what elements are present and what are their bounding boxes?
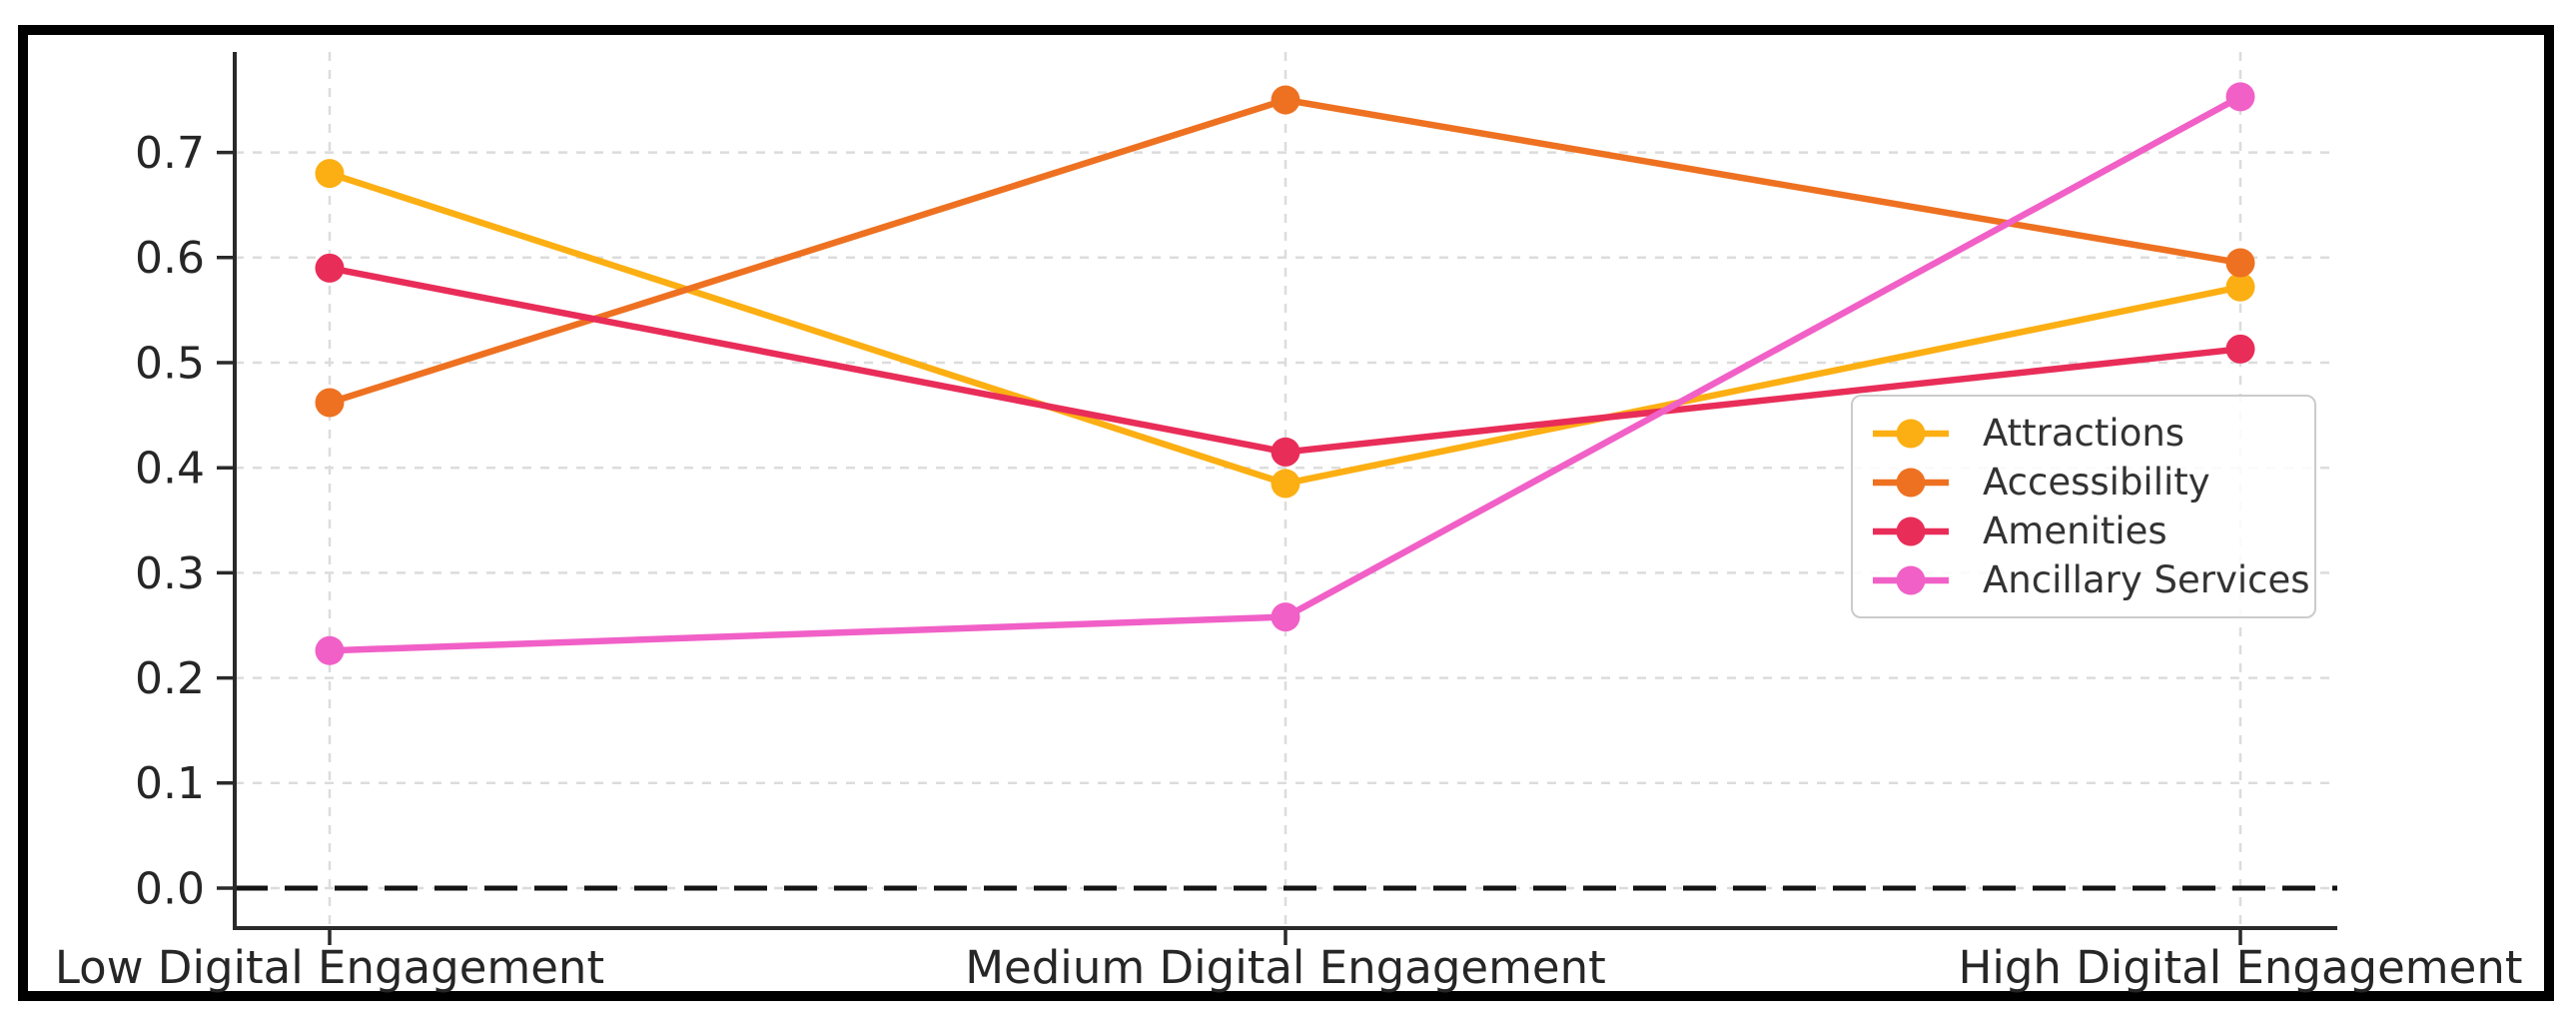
y-tick-label: 0.6 [135, 233, 205, 284]
y-tick-label: 0.2 [135, 653, 205, 704]
legend-item-label: Attractions [1983, 412, 2185, 455]
legend-item: Amenities [1861, 507, 2306, 555]
data-point-marker [2225, 334, 2255, 364]
legend-marker-icon [1873, 565, 1949, 594]
data-point-marker [1271, 469, 1300, 499]
y-tick-label: 0.3 [135, 548, 205, 599]
data-point-marker [1271, 602, 1300, 632]
y-tick-label: 0.5 [135, 338, 205, 389]
legend-item-label: Ancillary Services [1983, 558, 2310, 601]
legend-item: Accessibility [1861, 458, 2306, 507]
legend: Attractions Accessibility Amenities Ancilla… [1851, 395, 2316, 618]
y-tick-label: 0.1 [135, 758, 205, 809]
data-point-marker [2225, 82, 2255, 112]
x-tick-label: Low Digital Engagement [55, 941, 604, 994]
legend-item: Ancillary Services [1861, 555, 2310, 604]
x-tick-label: High Digital Engagement [1958, 941, 2522, 994]
data-point-marker [2225, 272, 2255, 302]
legend-item-label: Accessibility [1983, 461, 2210, 504]
legend-item-label: Amenities [1983, 510, 2167, 552]
data-point-marker [1271, 85, 1300, 115]
data-point-marker [315, 159, 345, 189]
y-tick-label: 0.0 [135, 863, 205, 914]
legend-item: Attractions [1861, 409, 2306, 458]
legend-marker-icon [1873, 468, 1949, 497]
data-point-marker [315, 635, 345, 665]
legend-marker-icon [1873, 419, 1949, 448]
data-point-marker [315, 253, 345, 283]
data-point-marker [1271, 437, 1300, 467]
data-point-marker [2225, 248, 2255, 278]
y-tick-label: 0.7 [135, 128, 205, 179]
y-tick-label: 0.4 [135, 444, 205, 495]
data-point-marker [315, 388, 345, 418]
legend-marker-icon [1873, 516, 1949, 545]
x-tick-label: Medium Digital Engagement [965, 941, 1606, 994]
